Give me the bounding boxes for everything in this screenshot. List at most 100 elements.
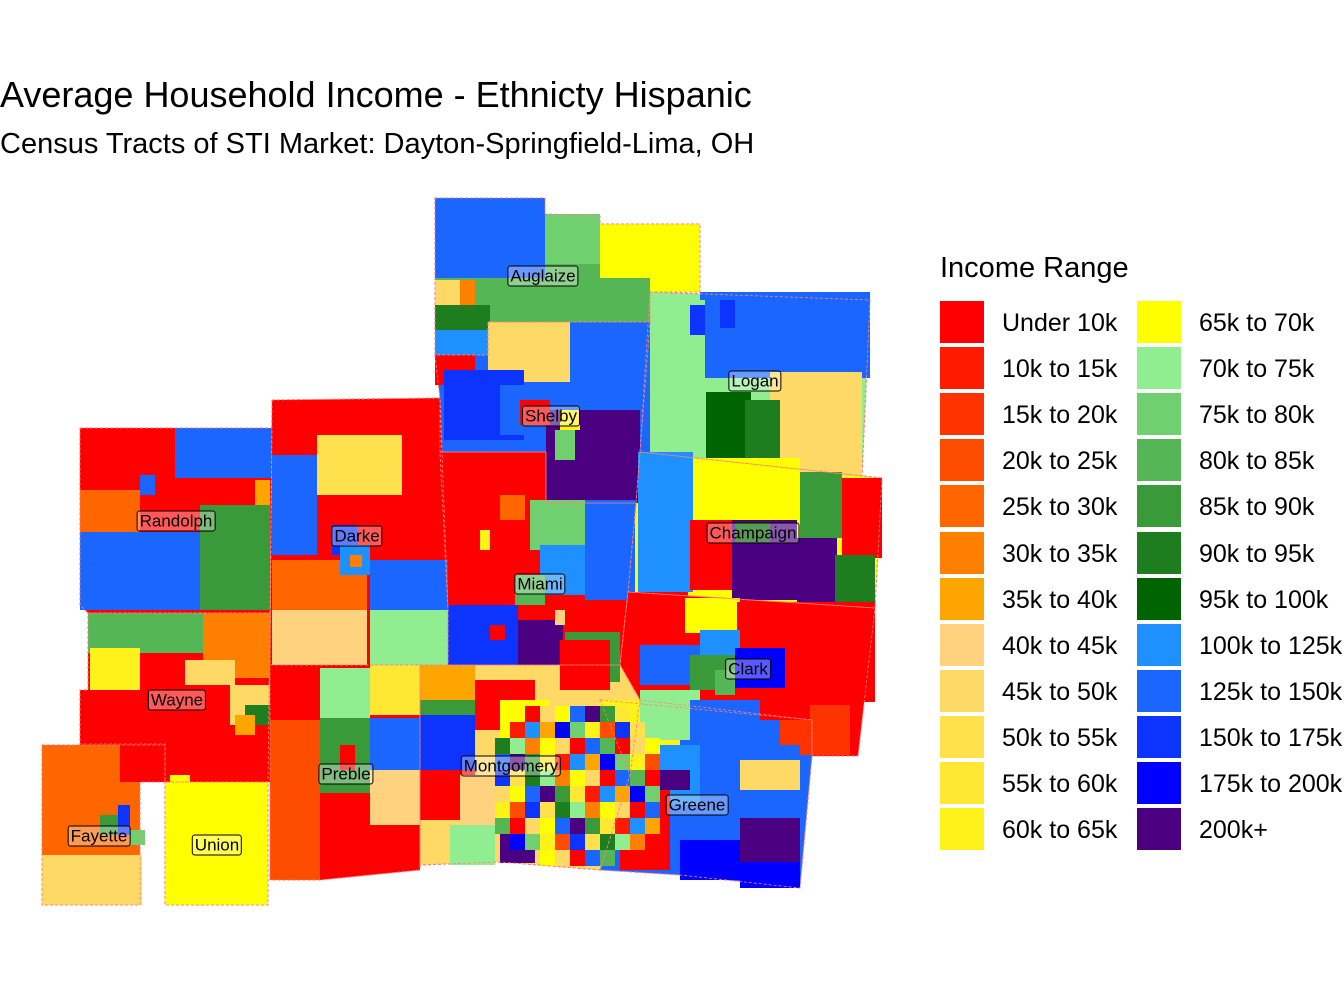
census-tract — [585, 850, 600, 866]
census-tract — [500, 495, 525, 520]
census-tract — [555, 786, 570, 802]
county-label-miami: Miami — [514, 573, 566, 595]
census-tract — [585, 754, 600, 770]
census-tract — [555, 722, 570, 738]
census-tract — [42, 855, 142, 905]
census-tract — [555, 850, 570, 866]
census-tract — [525, 802, 540, 818]
legend-swatch — [1137, 485, 1181, 528]
census-tract — [720, 300, 735, 328]
legend-swatch — [940, 715, 984, 758]
census-tract — [680, 840, 740, 880]
census-tract — [495, 754, 510, 770]
census-tract — [235, 715, 255, 735]
census-tract — [495, 738, 510, 754]
census-tract — [272, 400, 317, 455]
legend-swatch — [1137, 393, 1181, 436]
census-tract — [175, 428, 272, 478]
legend-label: 55k to 60k — [1002, 770, 1118, 798]
census-tract — [510, 722, 525, 738]
census-tract — [570, 738, 585, 754]
county-border — [79, 612, 271, 783]
census-tract — [735, 648, 785, 688]
census-tract — [600, 770, 615, 786]
census-tract — [118, 805, 130, 835]
legend-swatch — [940, 393, 984, 436]
county-label-union: Union — [191, 834, 243, 856]
census-tract — [510, 754, 525, 770]
census-tract — [540, 770, 555, 786]
census-tract — [495, 786, 510, 802]
county-border — [627, 451, 883, 609]
census-tract — [585, 770, 600, 786]
legend-swatch — [940, 485, 984, 528]
census-tract — [706, 392, 751, 466]
legend-label: 20k to 25k — [1002, 447, 1118, 476]
census-tract — [645, 754, 660, 770]
census-tract — [515, 575, 545, 605]
county-label-greene: Greene — [665, 794, 729, 816]
census-tract — [638, 452, 693, 592]
legend-label: 100k to 125k — [1199, 631, 1343, 660]
census-tract — [570, 834, 585, 850]
census-tract — [630, 770, 645, 786]
census-tract — [585, 722, 600, 738]
legend-swatch — [940, 577, 984, 620]
census-tract — [370, 610, 448, 665]
census-tract — [460, 775, 500, 825]
census-tract — [435, 198, 545, 278]
census-tract — [540, 850, 555, 866]
legend-label: 50k to 55k — [1002, 723, 1118, 752]
census-tract — [370, 560, 448, 615]
census-tract — [272, 455, 317, 555]
census-tract — [600, 802, 615, 818]
census-tract — [615, 802, 630, 818]
census-tract — [525, 722, 540, 738]
county-border — [269, 397, 449, 666]
census-tract — [615, 818, 630, 834]
census-tract — [600, 818, 615, 834]
census-tract — [555, 706, 570, 722]
legend-label: 200k+ — [1199, 816, 1268, 845]
census-tract — [80, 532, 200, 610]
census-tract — [490, 625, 505, 640]
census-tract — [130, 830, 145, 845]
legend-label: 65k to 70k — [1199, 309, 1315, 337]
census-tract — [630, 786, 645, 802]
legend-label: 45k to 50k — [1002, 677, 1118, 706]
census-tract — [525, 834, 540, 850]
census-tract — [570, 818, 585, 834]
census-tract — [80, 490, 140, 532]
census-tract — [495, 818, 510, 834]
census-tract — [645, 818, 660, 834]
census-tract — [555, 802, 570, 818]
county-border — [164, 781, 269, 906]
census-tract — [600, 786, 615, 802]
census-tract — [320, 668, 370, 718]
census-tract — [645, 802, 660, 818]
census-tract — [615, 834, 630, 850]
census-tract — [510, 786, 525, 802]
county-border — [41, 744, 166, 906]
census-tract — [435, 330, 490, 355]
legend-label: 75k to 80k — [1199, 401, 1315, 430]
census-tract — [690, 458, 800, 520]
census-tract — [88, 613, 203, 653]
legend-swatch — [1137, 669, 1181, 712]
census-tract — [555, 430, 575, 460]
legend-swatch — [1137, 715, 1181, 758]
census-tract — [495, 770, 510, 786]
legend-swatch — [940, 762, 984, 804]
census-tract — [525, 786, 540, 802]
census-tract — [715, 670, 735, 695]
legend-label: 85k to 90k — [1199, 493, 1315, 522]
census-tract — [200, 505, 270, 610]
census-tract — [570, 770, 585, 786]
county-label-clark: Clark — [725, 658, 771, 680]
legend-label: 95k to 100k — [1199, 585, 1329, 614]
census-tract — [835, 555, 875, 607]
census-tract — [510, 818, 525, 834]
census-tract — [615, 770, 630, 786]
county-label-logan: Logan — [728, 370, 782, 392]
census-tract — [690, 305, 705, 335]
